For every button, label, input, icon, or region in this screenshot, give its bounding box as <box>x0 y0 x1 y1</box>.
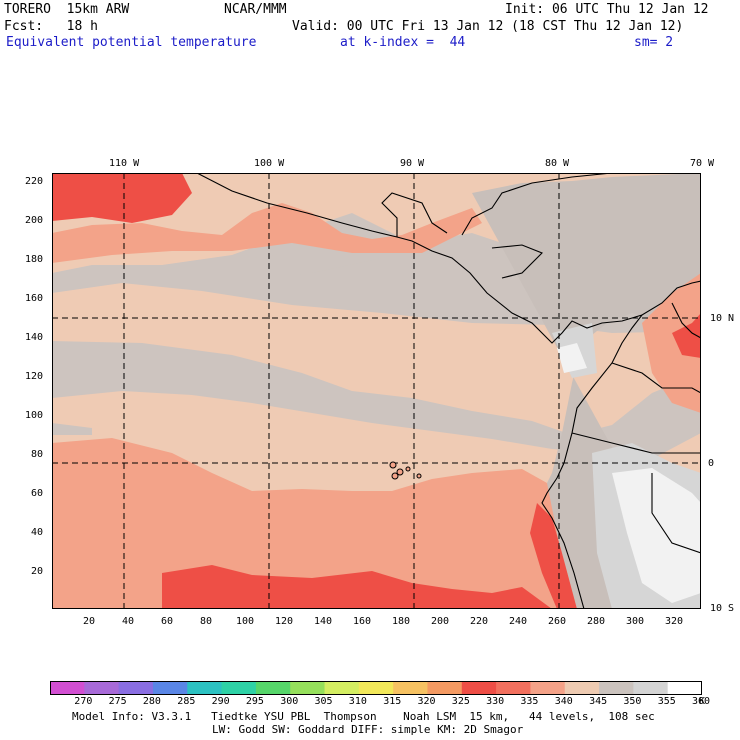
colorbar-swatch <box>324 681 360 695</box>
x-tick-label: 300 <box>626 616 645 627</box>
colorbar-swatch <box>461 681 497 695</box>
colorbar-swatch <box>187 681 223 695</box>
colorbar-swatch <box>255 681 291 695</box>
lat-label: 10 N <box>710 313 735 324</box>
colorbar-swatch <box>393 681 428 695</box>
galapagos-islands <box>389 461 422 480</box>
lon-label: 90 W <box>400 158 425 169</box>
colorbar-label: 310 <box>348 696 367 707</box>
colorbar-label: 285 <box>177 696 196 707</box>
land-field <box>472 173 701 609</box>
colorbar-swatch <box>427 681 463 695</box>
x-tick-label: 120 <box>275 616 294 627</box>
y-tick-label: 160 <box>25 293 44 304</box>
colorbar-swatch <box>221 681 257 695</box>
y-tick-label: 60 <box>31 488 44 499</box>
colorbar-label: 330 <box>486 696 505 707</box>
colorbar-label: 315 <box>383 696 402 707</box>
init-time: Init: 06 UTC Thu 12 Jan 12 <box>505 2 709 17</box>
colorbar-swatch <box>358 681 394 695</box>
coastlines <box>196 173 701 609</box>
x-tick-label: 160 <box>353 616 372 627</box>
y-tick-label: 140 <box>25 332 44 343</box>
y-tick-label: 80 <box>31 449 44 460</box>
colorbar-label: 275 <box>108 696 127 707</box>
lon-label: 100 W <box>254 158 285 169</box>
colorbar-swatch <box>564 681 600 695</box>
x-tick-label: 60 <box>161 616 174 627</box>
colorbar-unit: K <box>699 696 706 707</box>
colorbar-label: 355 <box>657 696 676 707</box>
y-tick-label: 40 <box>31 527 44 538</box>
colorbar-label: 335 <box>520 696 539 707</box>
lat-label: 10 S <box>710 603 735 614</box>
smoothing-label: sm= 2 <box>634 35 674 50</box>
x-tick-label: 40 <box>122 616 135 627</box>
colorbar-label: 270 <box>74 696 93 707</box>
colorbar-label: 360 <box>692 696 711 707</box>
grid-lines <box>52 173 701 609</box>
x-tick-label: 220 <box>470 616 489 627</box>
colorbar-label: 305 <box>314 696 333 707</box>
y-tick-label: 20 <box>31 566 44 577</box>
model-info: Model Info: V3.3.1 Tiedtke YSU PBL Thomp… <box>72 710 655 723</box>
colorbar-label: 295 <box>245 696 264 707</box>
x-tick-label: 320 <box>665 616 684 627</box>
x-tick-label: 260 <box>548 616 567 627</box>
x-tick-label: 20 <box>83 616 96 627</box>
valid-time: Valid: 00 UTC Fri 13 Jan 12 (18 CST Thu … <box>292 19 684 34</box>
colorbar-label: 325 <box>451 696 470 707</box>
colorbar-swatch <box>599 681 634 695</box>
organization-label: NCAR/MMM <box>224 2 287 17</box>
x-tick-label: 100 <box>236 616 255 627</box>
colorbar-label: 300 <box>280 696 299 707</box>
map-frame <box>52 173 701 609</box>
x-tick-label: 80 <box>200 616 213 627</box>
x-tick-label: 280 <box>587 616 606 627</box>
forecast-hour: Fcst: 18 h <box>4 19 98 34</box>
y-tick-label: 180 <box>25 254 44 265</box>
lat-label: 0 <box>708 458 715 469</box>
y-tick-label: 200 <box>25 215 44 226</box>
colorbar-swatch <box>667 681 702 695</box>
x-tick-label: 200 <box>431 616 450 627</box>
lon-label: 80 W <box>545 158 570 169</box>
field-name: Equivalent potential temperature <box>6 35 257 50</box>
colorbar-swatch <box>530 681 566 695</box>
x-tick-label: 140 <box>314 616 333 627</box>
colorbar-swatch <box>84 681 120 695</box>
lon-label: 70 W <box>690 158 715 169</box>
colorbar-swatch <box>633 681 669 695</box>
colorbar-swatch <box>290 681 326 695</box>
colorbar-label: 320 <box>417 696 436 707</box>
lon-label: 110 W <box>109 158 140 169</box>
theta-e-map <box>52 173 701 609</box>
colorbar-label: 280 <box>142 696 161 707</box>
land-white <box>557 343 701 603</box>
x-tick-label: 240 <box>509 616 528 627</box>
y-tick-label: 100 <box>25 410 44 421</box>
colorbar-label: 350 <box>623 696 642 707</box>
colorbar-label: 340 <box>554 696 573 707</box>
model-physics: LW: Godd SW: Goddard DIFF: simple KM: 2D… <box>212 723 524 736</box>
y-tick-label: 120 <box>25 371 44 382</box>
colorbar-swatch <box>118 681 154 695</box>
model-title: TORERO 15km ARW <box>4 2 130 17</box>
colorbar-label: 290 <box>211 696 230 707</box>
colorbar-frame <box>50 681 702 695</box>
level-label: at k-index = 44 <box>340 35 466 50</box>
colorbar-label: 345 <box>589 696 608 707</box>
colorbar <box>50 681 702 695</box>
x-tick-label: 180 <box>392 616 411 627</box>
y-tick-label: 220 <box>25 176 44 187</box>
colorbar-swatch <box>152 681 188 695</box>
colorbar-swatch <box>496 681 531 695</box>
colorbar-swatch <box>50 681 85 695</box>
salmon-region <box>52 203 701 609</box>
red-region <box>52 173 701 609</box>
